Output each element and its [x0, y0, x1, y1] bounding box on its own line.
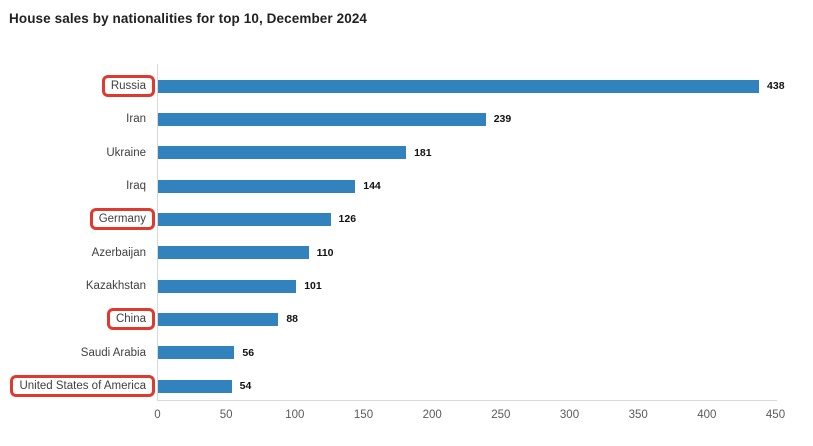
category-label-text: Kazakhstan [85, 280, 146, 293]
category-label-highlighted: Germany [0, 204, 155, 234]
category-label: Iran [0, 104, 146, 134]
x-tick-label: 400 [697, 409, 717, 421]
chart-title: House sales by nationalities for top 10,… [9, 11, 368, 26]
category-label-text: Azerbaijan [91, 246, 146, 259]
x-tick-label: 0 [154, 409, 161, 421]
category-label-text: Germany [89, 208, 155, 231]
x-tick-label: 250 [491, 409, 511, 421]
category-label: Kazakhstan [0, 271, 146, 301]
bar [157, 279, 297, 293]
x-tick-label: 200 [422, 409, 442, 421]
bar [157, 346, 235, 360]
category-label-text: Iran [126, 113, 146, 126]
x-tick-label: 100 [285, 409, 305, 421]
bar-value-label: 144 [363, 180, 381, 193]
category-label-text: Ukraine [106, 146, 146, 159]
bar-value-label: 110 [316, 246, 334, 259]
x-tick-label: 300 [559, 409, 580, 421]
category-label-highlighted: China [0, 304, 155, 334]
x-tick-label: 150 [353, 409, 374, 421]
bar [157, 179, 356, 193]
category-label-highlighted: United States of America [0, 371, 155, 401]
category-label-text: Russia [101, 75, 155, 97]
bar [157, 379, 232, 393]
y-axis-line [157, 64, 158, 400]
category-label-text: China [106, 308, 155, 331]
bar-value-label: 88 [286, 313, 299, 326]
category-label: Azerbaijan [0, 238, 146, 268]
category-label-text: Saudi Arabia [80, 346, 146, 359]
bar [157, 146, 407, 160]
bar-value-label: 239 [493, 113, 512, 126]
bar [157, 246, 309, 260]
bar-value-label: 101 [304, 280, 322, 293]
bar-value-label: 181 [414, 146, 432, 159]
category-label: Iraq [0, 171, 146, 201]
x-tick-label: 50 [219, 409, 233, 421]
category-label-text: United States of America [10, 375, 155, 398]
category-label: Ukraine [0, 138, 146, 168]
x-tick-label: 450 [765, 409, 786, 421]
bar-value-label: 438 [767, 80, 785, 92]
bar-value-label: 56 [242, 346, 255, 359]
bar [157, 79, 760, 93]
category-label-text: Iraq [126, 180, 146, 193]
category-label-highlighted: Russia [0, 71, 155, 101]
category-label: Saudi Arabia [0, 338, 146, 368]
x-tick-label: 350 [628, 409, 648, 421]
bar [157, 212, 331, 226]
x-axis-line [157, 400, 777, 401]
bar [157, 112, 486, 126]
bar-value-label: 54 [239, 380, 252, 393]
bar-value-label: 126 [338, 213, 357, 226]
bar [157, 312, 279, 326]
